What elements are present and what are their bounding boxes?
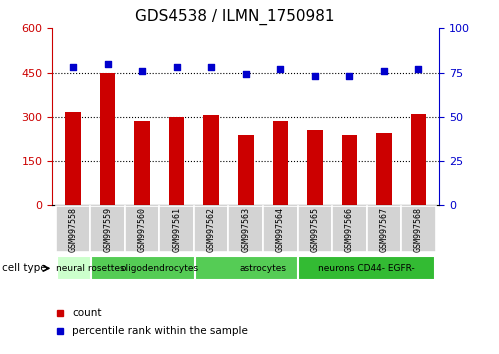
FancyBboxPatch shape: [125, 206, 160, 252]
Text: GSM997558: GSM997558: [68, 207, 78, 252]
FancyBboxPatch shape: [297, 206, 332, 252]
FancyBboxPatch shape: [229, 206, 263, 252]
Text: percentile rank within the sample: percentile rank within the sample: [72, 326, 248, 336]
Text: GSM997568: GSM997568: [414, 207, 423, 252]
Point: [138, 68, 146, 74]
FancyBboxPatch shape: [401, 206, 436, 252]
Bar: [376, 133, 392, 205]
Bar: [65, 113, 81, 205]
Bar: [238, 135, 253, 205]
Point: [173, 64, 181, 70]
Text: neural rosettes: neural rosettes: [56, 264, 125, 273]
Text: GSM997559: GSM997559: [103, 207, 112, 252]
Text: cell type: cell type: [2, 263, 47, 273]
FancyBboxPatch shape: [56, 206, 90, 252]
Point: [311, 73, 319, 79]
Point: [207, 64, 215, 70]
FancyBboxPatch shape: [194, 206, 229, 252]
Text: GSM997565: GSM997565: [310, 207, 319, 252]
Bar: [100, 73, 115, 205]
FancyBboxPatch shape: [91, 256, 228, 280]
Text: GSM997563: GSM997563: [241, 207, 250, 252]
FancyBboxPatch shape: [90, 206, 125, 252]
FancyBboxPatch shape: [367, 206, 401, 252]
Text: GSM997560: GSM997560: [138, 207, 147, 252]
FancyBboxPatch shape: [160, 206, 194, 252]
Point: [69, 64, 77, 70]
Text: oligodendrocytes: oligodendrocytes: [120, 264, 199, 273]
Bar: [411, 114, 426, 205]
Bar: [342, 135, 357, 205]
Point: [276, 66, 284, 72]
Text: GSM997564: GSM997564: [276, 207, 285, 252]
Text: GDS4538 / ILMN_1750981: GDS4538 / ILMN_1750981: [135, 9, 334, 25]
Text: count: count: [72, 308, 102, 318]
Text: GSM997561: GSM997561: [172, 207, 181, 252]
FancyBboxPatch shape: [298, 256, 435, 280]
Point: [380, 68, 388, 74]
Point: [104, 61, 112, 67]
Bar: [272, 121, 288, 205]
Point: [345, 73, 353, 79]
Text: astrocytes: astrocytes: [240, 264, 286, 273]
Text: GSM997566: GSM997566: [345, 207, 354, 252]
Point: [242, 72, 250, 77]
Text: GSM997567: GSM997567: [379, 207, 388, 252]
FancyBboxPatch shape: [332, 206, 367, 252]
FancyBboxPatch shape: [56, 256, 124, 280]
FancyBboxPatch shape: [263, 206, 297, 252]
Text: GSM997562: GSM997562: [207, 207, 216, 252]
Bar: [204, 115, 219, 205]
Point: [414, 66, 422, 72]
Bar: [307, 130, 322, 205]
FancyBboxPatch shape: [195, 256, 331, 280]
Bar: [134, 121, 150, 205]
Bar: [169, 117, 185, 205]
Text: neurons CD44- EGFR-: neurons CD44- EGFR-: [318, 264, 415, 273]
